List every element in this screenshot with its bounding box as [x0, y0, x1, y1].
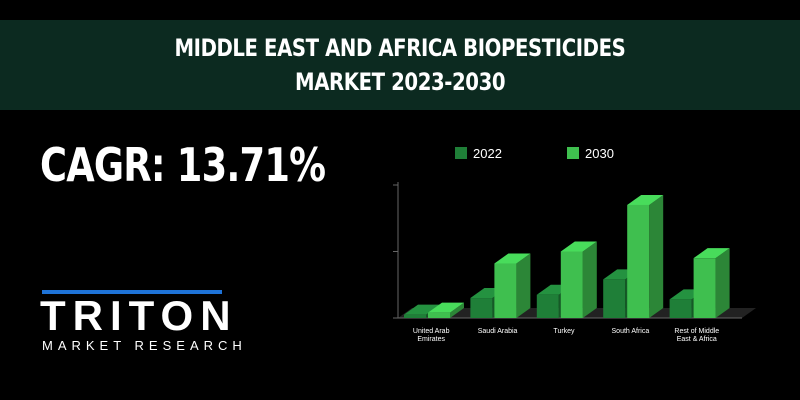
- bar-top: [560, 241, 597, 252]
- logo-name: TRITON: [40, 292, 238, 339]
- banner-title: MIDDLE EAST AND AFRICA BIOPESTICIDES: [174, 34, 626, 62]
- bar-side: [450, 302, 464, 318]
- bar-side: [715, 248, 730, 318]
- bar-top: [404, 304, 440, 315]
- cagr: CAGR: 13.71%: [40, 138, 326, 192]
- legend-swatch: [455, 147, 467, 159]
- banner-title: MARKET 2023-2030: [294, 68, 506, 96]
- bar-top: [428, 302, 464, 313]
- banner: MIDDLE EAST AND AFRICA BIOPESTICIDES MAR…: [0, 20, 800, 110]
- bar: [669, 299, 692, 318]
- bar: [494, 263, 517, 318]
- bar-top: [627, 194, 664, 205]
- bar-top: [494, 253, 531, 264]
- bar: [470, 298, 493, 318]
- x-tick-label: Saudi Arabia: [477, 328, 518, 335]
- legend-label: 2022: [473, 146, 502, 161]
- x-tick-label: United Arab Emirates: [412, 328, 450, 343]
- logo-bar: [42, 290, 222, 294]
- legend-label: 2030: [585, 146, 614, 161]
- x-tick-label: Turkey: [553, 328, 575, 335]
- bar-side: [649, 194, 664, 318]
- legend-swatch: [567, 147, 579, 159]
- bar: [560, 251, 583, 318]
- bar: [603, 279, 626, 318]
- logo-tagline: MARKET RESEARCH: [42, 338, 247, 353]
- bar: [404, 314, 426, 318]
- bar-side: [582, 241, 597, 318]
- bar: [536, 294, 559, 318]
- bar: [627, 204, 650, 318]
- bar-top: [693, 248, 730, 259]
- bar: [693, 258, 716, 318]
- bar: [428, 312, 450, 318]
- x-tick-label: Rest of Middle East & Africa: [674, 328, 720, 343]
- bar-side: [516, 253, 531, 318]
- x-tick-label: South Africa: [611, 328, 650, 335]
